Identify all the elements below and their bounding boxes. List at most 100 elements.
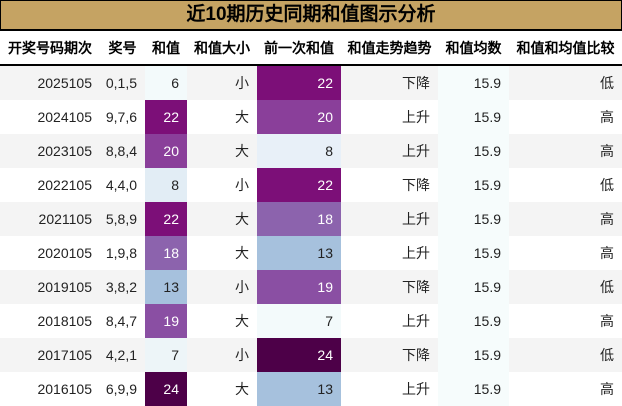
average-cell: 15.9 — [438, 134, 509, 168]
size-cell: 大 — [187, 236, 257, 270]
table-row: 2023105 8,8,4 20 大 8 上升 15.9 高 — [0, 134, 622, 168]
size-cell: 大 — [187, 100, 257, 134]
trend-cell: 上升 — [341, 202, 438, 236]
compare-cell: 低 — [509, 65, 622, 100]
period-cell: 2023105 — [0, 134, 100, 168]
table-row: 2019105 3,8,2 13 小 19 下降 15.9 低 — [0, 270, 622, 304]
compare-cell: 高 — [509, 236, 622, 270]
compare-cell: 高 — [509, 202, 622, 236]
numbers-cell: 4,2,1 — [100, 338, 145, 372]
period-cell: 2019105 — [0, 270, 100, 304]
prev-sum-cell: 13 — [257, 372, 341, 406]
size-cell: 小 — [187, 65, 257, 100]
col-sum: 和值 — [145, 31, 187, 66]
col-trend: 和值走势趋势 — [341, 31, 438, 66]
table-body: 2025105 0,1,5 6 小 22 下降 15.9 低 2024105 9,7,6 22 大 20… — [0, 65, 622, 406]
period-cell: 2018105 — [0, 304, 100, 338]
table-row: 2024105 9,7,6 22 大 20 上升 15.9 高 — [0, 100, 622, 134]
sum-cell: 6 — [145, 65, 187, 100]
sum-cell: 18 — [145, 236, 187, 270]
sum-cell: 22 — [145, 202, 187, 236]
period-cell: 2017105 — [0, 338, 100, 372]
table-row: 2016105 6,9,9 24 大 13 上升 15.9 高 — [0, 372, 622, 406]
average-cell: 15.9 — [438, 65, 509, 100]
table-row: 2025105 0,1,5 6 小 22 下降 15.9 低 — [0, 65, 622, 100]
average-cell: 15.9 — [438, 304, 509, 338]
col-average: 和值均数 — [438, 31, 509, 66]
trend-cell: 上升 — [341, 304, 438, 338]
table-row: 2018105 8,4,7 19 大 7 上升 15.9 高 — [0, 304, 622, 338]
compare-cell: 高 — [509, 100, 622, 134]
numbers-cell: 3,8,2 — [100, 270, 145, 304]
average-cell: 15.9 — [438, 100, 509, 134]
prev-sum-cell: 18 — [257, 202, 341, 236]
period-cell: 2022105 — [0, 168, 100, 202]
header-row: 开奖号码期次 奖号 和值 和值大小 前一次和值 和值走势趋势 和值均数 和值和均… — [0, 31, 622, 66]
compare-cell: 高 — [509, 372, 622, 406]
compare-cell: 低 — [509, 338, 622, 372]
trend-cell: 上升 — [341, 372, 438, 406]
sum-cell: 8 — [145, 168, 187, 202]
compare-cell: 低 — [509, 168, 622, 202]
numbers-cell: 0,1,5 — [100, 65, 145, 100]
trend-cell: 下降 — [341, 338, 438, 372]
trend-cell: 下降 — [341, 65, 438, 100]
compare-cell: 高 — [509, 134, 622, 168]
numbers-cell: 8,8,4 — [100, 134, 145, 168]
history-table: 开奖号码期次 奖号 和值 和值大小 前一次和值 和值走势趋势 和值均数 和值和均… — [0, 31, 622, 406]
prev-sum-cell: 22 — [257, 65, 341, 100]
sum-cell: 13 — [145, 270, 187, 304]
size-cell: 小 — [187, 270, 257, 304]
col-period: 开奖号码期次 — [0, 31, 100, 66]
prev-sum-cell: 19 — [257, 270, 341, 304]
period-cell: 2020105 — [0, 236, 100, 270]
period-cell: 2024105 — [0, 100, 100, 134]
prev-sum-cell: 22 — [257, 168, 341, 202]
size-cell: 小 — [187, 338, 257, 372]
numbers-cell: 9,7,6 — [100, 100, 145, 134]
average-cell: 15.9 — [438, 236, 509, 270]
sum-cell: 7 — [145, 338, 187, 372]
sum-cell: 20 — [145, 134, 187, 168]
trend-cell: 上升 — [341, 100, 438, 134]
col-sum-size: 和值大小 — [187, 31, 257, 66]
average-cell: 15.9 — [438, 372, 509, 406]
size-cell: 大 — [187, 134, 257, 168]
sum-cell: 22 — [145, 100, 187, 134]
size-cell: 大 — [187, 372, 257, 406]
col-prev-sum: 前一次和值 — [257, 31, 341, 66]
table-row: 2022105 4,4,0 8 小 22 下降 15.9 低 — [0, 168, 622, 202]
compare-cell: 高 — [509, 304, 622, 338]
col-compare: 和值和均值比较 — [509, 31, 622, 66]
compare-cell: 低 — [509, 270, 622, 304]
prev-sum-cell: 7 — [257, 304, 341, 338]
period-cell: 2016105 — [0, 372, 100, 406]
numbers-cell: 1,9,8 — [100, 236, 145, 270]
period-cell: 2021105 — [0, 202, 100, 236]
col-numbers: 奖号 — [100, 31, 145, 66]
numbers-cell: 6,9,9 — [100, 372, 145, 406]
sum-cell: 19 — [145, 304, 187, 338]
prev-sum-cell: 20 — [257, 100, 341, 134]
trend-cell: 上升 — [341, 236, 438, 270]
average-cell: 15.9 — [438, 338, 509, 372]
sum-cell: 24 — [145, 372, 187, 406]
numbers-cell: 8,4,7 — [100, 304, 145, 338]
size-cell: 小 — [187, 168, 257, 202]
prev-sum-cell: 13 — [257, 236, 341, 270]
period-cell: 2025105 — [0, 65, 100, 100]
page-title: 近10期历史同期和值图示分析 — [0, 0, 622, 31]
trend-cell: 下降 — [341, 168, 438, 202]
size-cell: 大 — [187, 304, 257, 338]
average-cell: 15.9 — [438, 202, 509, 236]
table-row: 2017105 4,2,1 7 小 24 下降 15.9 低 — [0, 338, 622, 372]
size-cell: 大 — [187, 202, 257, 236]
prev-sum-cell: 24 — [257, 338, 341, 372]
prev-sum-cell: 8 — [257, 134, 341, 168]
numbers-cell: 5,8,9 — [100, 202, 145, 236]
average-cell: 15.9 — [438, 270, 509, 304]
trend-cell: 下降 — [341, 270, 438, 304]
table-row: 2021105 5,8,9 22 大 18 上升 15.9 高 — [0, 202, 622, 236]
average-cell: 15.9 — [438, 168, 509, 202]
